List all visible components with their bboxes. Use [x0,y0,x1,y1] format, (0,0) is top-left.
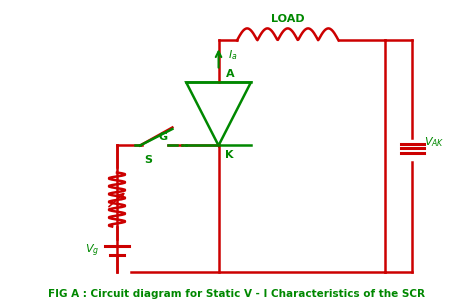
Text: A: A [226,69,234,79]
Text: $V_{AK}$: $V_{AK}$ [424,136,445,149]
Text: FIG A : Circuit diagram for Static V - I Characteristics of the SCR: FIG A : Circuit diagram for Static V - I… [48,289,426,299]
Text: K: K [226,150,234,160]
Text: $V_g$: $V_g$ [85,242,99,259]
Text: S: S [145,155,153,165]
Text: G: G [158,132,168,142]
Text: LOAD: LOAD [271,14,305,24]
Text: $I_a$: $I_a$ [228,48,237,62]
